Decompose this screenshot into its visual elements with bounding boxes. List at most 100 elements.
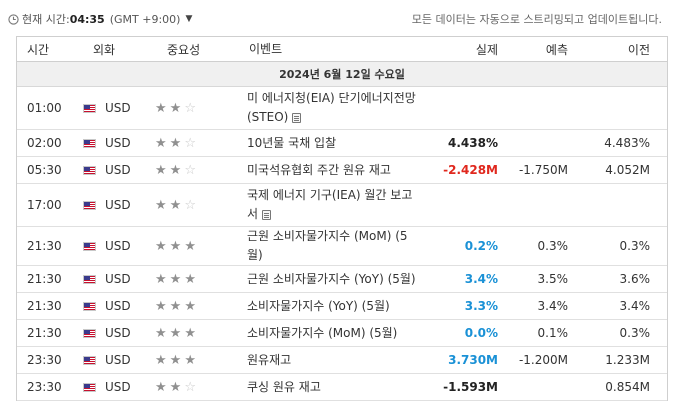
- table-header: 시간 외화 중요성 이벤트 실제 예측 이전: [17, 37, 667, 62]
- star-empty-icon: ☆: [184, 135, 196, 151]
- currency-code: USD: [105, 136, 131, 150]
- event-name[interactable]: 미국석유협회 주간 원유 재고: [237, 161, 422, 180]
- event-name[interactable]: 근원 소비자물가지수 (YoY) (5월): [237, 270, 422, 289]
- us-flag-icon: [83, 165, 96, 175]
- star-filled-icon: ★: [184, 298, 196, 314]
- event-name[interactable]: 쿠싱 원유 재고: [237, 378, 422, 397]
- event-title[interactable]: 국제 에너지 기구(IEA) 월간 보고서: [247, 188, 413, 221]
- star-filled-icon: ★: [155, 271, 167, 287]
- event-time: 17:00: [27, 198, 62, 212]
- event-title[interactable]: 미 에너지청(EIA) 단기에너지전망(STEO): [247, 91, 416, 124]
- table-row[interactable]: 02:00 USD ★ ★ ☆ 10년물 국채 입찰 4.438% 4.483%: [17, 130, 667, 157]
- star-filled-icon: ★: [169, 271, 182, 287]
- star-filled-icon: ★: [184, 352, 196, 368]
- event-currency: USD: [79, 136, 145, 150]
- event-name[interactable]: 국제 에너지 기구(IEA) 월간 보고서: [237, 186, 422, 224]
- currency-code: USD: [105, 101, 131, 115]
- header-time: 시간: [27, 42, 50, 57]
- event-title[interactable]: 근원 소비자물가지수 (MoM) (5월): [247, 229, 408, 262]
- event-name[interactable]: 10년물 국채 입찰: [237, 134, 422, 153]
- star-filled-icon: ★: [169, 352, 182, 368]
- header-previous: 이전: [627, 42, 650, 57]
- importance-stars: ★ ★ ★: [145, 240, 237, 253]
- event-title[interactable]: 미국석유협회 주간 원유 재고: [247, 162, 391, 177]
- star-filled-icon: ★: [169, 298, 182, 314]
- table-row[interactable]: 21:30 USD ★ ★ ★ 근원 소비자물가지수 (YoY) (5월) 3.4% 3.5%…: [17, 266, 667, 293]
- event-name[interactable]: 소비자물가지수 (MoM) (5월): [237, 324, 422, 343]
- event-actual: 0.2%: [464, 239, 498, 253]
- table-row[interactable]: 21:30 USD ★ ★ ★ 소비자물가지수 (YoY) (5월) 3.3% 3.4% 3.4…: [17, 293, 667, 320]
- event-title[interactable]: 소비자물가지수 (YoY) (5월): [247, 298, 390, 313]
- document-icon[interactable]: [262, 209, 272, 220]
- current-time-value: 04:35: [69, 12, 105, 26]
- event-actual: -1.593M: [443, 380, 498, 394]
- us-flag-icon: [83, 103, 96, 113]
- us-flag-icon: [83, 200, 96, 210]
- star-filled-icon: ★: [169, 325, 182, 341]
- event-currency: USD: [79, 163, 145, 177]
- us-flag-icon: [83, 328, 96, 338]
- table-row[interactable]: 21:30 USD ★ ★ ★ 소비자물가지수 (MoM) (5월) 0.0% 0.1% 0.3…: [17, 320, 667, 347]
- us-flag-icon: [83, 138, 96, 148]
- table-row[interactable]: 23:30 USD ★ ★ ★ 원유재고 3.730M -1.200M 1.233M: [17, 347, 667, 374]
- currency-code: USD: [105, 380, 131, 394]
- current-time-label: 현재 시간:: [22, 13, 70, 26]
- table-row[interactable]: 01:00 USD ★ ★ ☆ 미 에너지청(EIA) 단기에너지전망(STEO): [17, 87, 667, 130]
- currency-code: USD: [105, 239, 131, 253]
- event-currency: USD: [79, 239, 145, 253]
- table-row[interactable]: 17:00 USD ★ ★ ☆ 국제 에너지 기구(IEA) 월간 보고서: [17, 184, 667, 227]
- event-time: 21:30: [27, 299, 62, 313]
- event-actual: -2.428M: [443, 163, 498, 177]
- star-filled-icon: ★: [169, 197, 182, 213]
- star-filled-icon: ★: [169, 162, 182, 178]
- event-title[interactable]: 원유재고: [247, 352, 292, 367]
- event-previous: 1.233M: [605, 353, 650, 367]
- event-forecast: 3.4%: [537, 299, 569, 313]
- importance-stars: ★ ★ ★: [145, 327, 237, 340]
- event-time: 21:30: [27, 239, 62, 253]
- importance-stars: ★ ★ ☆: [145, 199, 237, 212]
- event-actual: 3.3%: [464, 299, 498, 313]
- event-title[interactable]: 10년물 국채 입찰: [247, 135, 337, 150]
- us-flag-icon: [83, 382, 96, 392]
- event-forecast: -1.200M: [518, 353, 568, 367]
- event-time: 23:30: [27, 353, 62, 367]
- star-filled-icon: ★: [155, 135, 167, 151]
- date-row: 2024년 6월 12일 수요일: [17, 62, 667, 87]
- star-filled-icon: ★: [184, 271, 196, 287]
- event-previous: 4.052M: [605, 163, 650, 177]
- importance-stars: ★ ★ ☆: [145, 102, 237, 115]
- event-name[interactable]: 근원 소비자물가지수 (MoM) (5월): [237, 227, 422, 265]
- importance-stars: ★ ★ ☆: [145, 137, 237, 150]
- event-time: 01:00: [27, 101, 62, 115]
- chevron-down-icon[interactable]: ▼: [185, 14, 193, 24]
- currency-code: USD: [105, 163, 131, 177]
- event-actual: 0.0%: [464, 326, 498, 340]
- star-filled-icon: ★: [155, 162, 167, 178]
- event-name[interactable]: 소비자물가지수 (YoY) (5월): [237, 297, 422, 316]
- table-row[interactable]: 21:30 USD ★ ★ ★ 근원 소비자물가지수 (MoM) (5월) 0.2% 0.3%…: [17, 227, 667, 266]
- economic-calendar-table: 시간 외화 중요성 이벤트 실제 예측 이전 2024년 6월 12일 수요일 …: [16, 36, 668, 401]
- event-forecast: 3.5%: [537, 272, 569, 286]
- table-row[interactable]: 23:30 USD ★ ★ ☆ 쿠싱 원유 재고 -1.593M 0.854M: [17, 374, 667, 401]
- event-title[interactable]: 근원 소비자물가지수 (YoY) (5월): [247, 271, 416, 286]
- star-filled-icon: ★: [155, 325, 167, 341]
- event-previous: 4.483%: [604, 136, 650, 150]
- event-currency: USD: [79, 326, 145, 340]
- event-title[interactable]: 소비자물가지수 (MoM) (5월): [247, 325, 398, 340]
- event-name[interactable]: 미 에너지청(EIA) 단기에너지전망(STEO): [237, 89, 422, 127]
- document-icon[interactable]: [292, 112, 302, 123]
- currency-code: USD: [105, 353, 131, 367]
- event-time: 23:30: [27, 380, 62, 394]
- importance-stars: ★ ★ ☆: [145, 381, 237, 394]
- table-row[interactable]: 05:30 USD ★ ★ ☆ 미국석유협회 주간 원유 재고 -2.428M -1.750M…: [17, 157, 667, 184]
- event-title[interactable]: 쿠싱 원유 재고: [247, 379, 321, 394]
- current-time-selector[interactable]: 현재 시간: 04:35 (GMT +9:00) ▼: [8, 11, 192, 27]
- event-rows: 01:00 USD ★ ★ ☆ 미 에너지청(EIA) 단기에너지전망(STEO) 02:0…: [17, 87, 667, 401]
- event-name[interactable]: 원유재고: [237, 351, 422, 370]
- streaming-notice: 모든 데이터는 자동으로 스트리밍되고 업데이트됩니다.: [411, 13, 662, 26]
- importance-stars: ★ ★ ☆: [145, 164, 237, 177]
- event-currency: USD: [79, 101, 145, 115]
- currency-code: USD: [105, 198, 131, 212]
- star-filled-icon: ★: [155, 379, 167, 395]
